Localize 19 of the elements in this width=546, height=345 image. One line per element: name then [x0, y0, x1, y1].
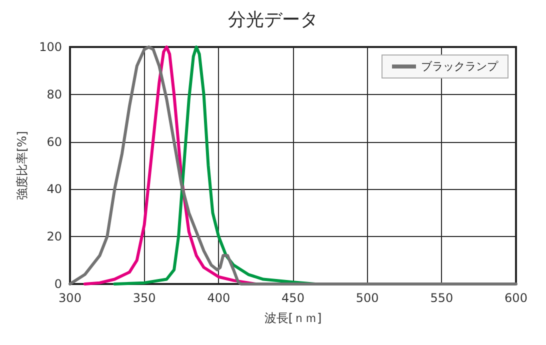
y-tick-label: 20 — [46, 230, 62, 244]
x-tick-label: 550 — [430, 291, 454, 305]
y-tick-label: 80 — [46, 87, 62, 102]
x-tick-label: 500 — [356, 291, 379, 305]
chart-title: 分光データ — [228, 10, 318, 30]
y-tick-label: 0 — [54, 277, 62, 291]
x-tick-label: 600 — [504, 291, 528, 305]
x-tick-label: 300 — [58, 291, 82, 305]
y-tick-label: 60 — [46, 134, 62, 149]
x-tick-label: 450 — [282, 291, 304, 305]
legend-label: ブラックランプ — [421, 60, 499, 73]
x-axis-title: 波長[ｎｍ] — [264, 311, 322, 325]
line-series — [68, 46, 518, 286]
y-tick-label: 100 — [39, 40, 62, 54]
y-axis-title: 強度比率[%] — [15, 131, 30, 200]
y-tick-label: 40 — [46, 182, 62, 196]
x-tick-label: 400 — [207, 291, 230, 305]
line-series — [83, 46, 258, 286]
x-tick-label: 350 — [132, 291, 156, 305]
